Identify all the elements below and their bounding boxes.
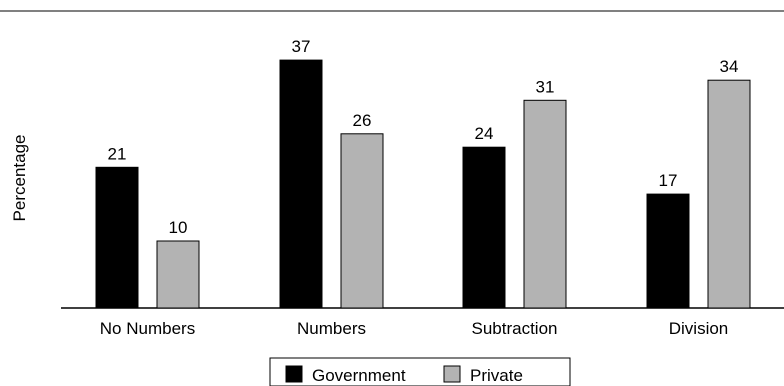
bar-private-subtraction — [523, 99, 567, 309]
value-label-private-numbers: 26 — [353, 111, 372, 130]
bar-private-division — [707, 79, 751, 309]
category-labels-group: No Numbers Numbers Subtraction Division — [100, 319, 728, 338]
bar-government-division — [646, 193, 690, 309]
category-label-no-numbers: No Numbers — [100, 319, 195, 338]
category-label-numbers: Numbers — [297, 319, 366, 338]
value-label-private-no-numbers: 10 — [169, 218, 188, 237]
bar-government-numbers — [279, 59, 323, 309]
bar-government-subtraction — [462, 146, 506, 309]
legend-label-private: Private — [470, 366, 523, 385]
bars-group — [95, 59, 751, 309]
value-label-private-subtraction: 31 — [536, 77, 555, 96]
y-axis-label: Percentage — [10, 135, 29, 222]
bar-private-no-numbers — [156, 240, 200, 309]
legend-frame — [269, 357, 571, 386]
value-label-private-division: 34 — [720, 57, 739, 76]
legend: Government Private — [269, 357, 571, 386]
legend-swatch-government — [285, 365, 303, 383]
value-label-government-division: 17 — [659, 171, 678, 190]
bar-private-numbers — [340, 133, 384, 309]
legend-swatch-private — [443, 365, 461, 383]
category-label-division: Division — [669, 319, 729, 338]
bar-government-no-numbers — [95, 166, 139, 309]
category-label-subtraction: Subtraction — [472, 319, 558, 338]
value-labels-group: 21 10 37 26 24 31 17 34 — [108, 37, 739, 237]
value-label-government-subtraction: 24 — [475, 124, 494, 143]
value-label-government-no-numbers: 21 — [108, 144, 127, 163]
legend-label-government: Government — [312, 366, 406, 385]
value-label-government-numbers: 37 — [292, 37, 311, 56]
